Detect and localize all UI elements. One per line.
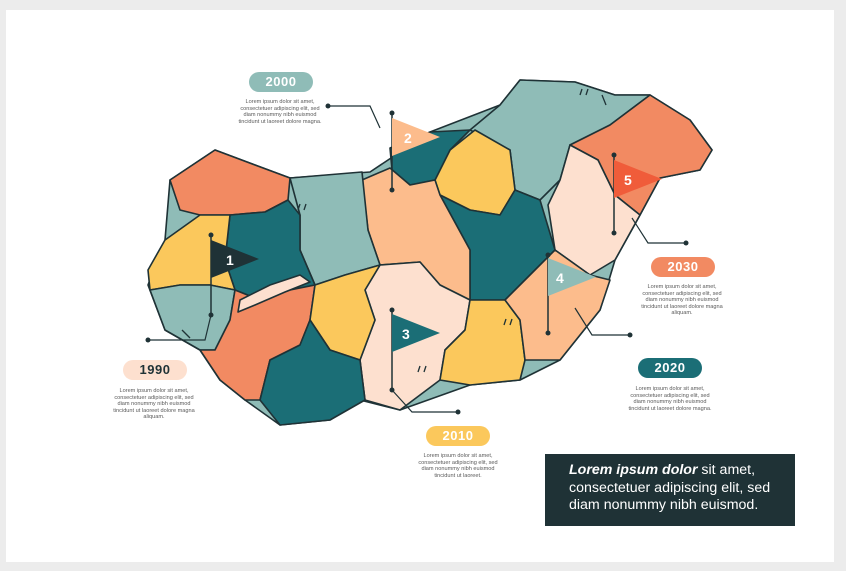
flag-number-2: 2 bbox=[404, 130, 412, 146]
region-south-dark bbox=[259, 319, 366, 426]
flag-marker-1: 1 bbox=[145, 232, 259, 343]
year-label-2000: 2000 bbox=[249, 72, 313, 92]
flag-marker-5: 5 bbox=[611, 152, 689, 246]
year-label-2010: 2010 bbox=[426, 426, 490, 446]
flag-number-5: 5 bbox=[624, 172, 632, 188]
flag-number-3: 3 bbox=[402, 326, 410, 342]
year-label-1990: 1990 bbox=[123, 360, 187, 380]
description-2010: Lorem ipsum dolor sit amet, consectetuer… bbox=[418, 453, 498, 479]
description-2020: Lorem ipsum dolor sit amet, consectetuer… bbox=[628, 386, 712, 412]
region-west-orange bbox=[169, 149, 291, 216]
map-illustration: 1 2 3 4 bbox=[145, 79, 713, 426]
callout-box: Lorem ipsum dolor sit amet, consectetuer… bbox=[545, 454, 795, 526]
year-label-2030: 2030 bbox=[651, 257, 715, 277]
flag-marker-3: 3 bbox=[389, 307, 461, 415]
callout-lead: Lorem ipsum dolor bbox=[569, 462, 698, 478]
terrain-marks bbox=[181, 88, 607, 373]
flag-number-4: 4 bbox=[556, 270, 564, 286]
description-2030: Lorem ipsum dolor sit amet, consectetuer… bbox=[641, 284, 723, 317]
infographic-card: 1 2 3 4 bbox=[6, 10, 834, 562]
callout-text: sit amet, consectetuer adipiscing elit, … bbox=[569, 462, 771, 513]
description-2000: Lorem ipsum dolor sit amet, consectetuer… bbox=[238, 99, 322, 125]
description-1990: Lorem ipsum dolor sit amet, consectetuer… bbox=[113, 388, 195, 421]
region-lake-strip bbox=[237, 274, 311, 313]
flag-number-1: 1 bbox=[226, 252, 234, 268]
flag-marker-4: 4 bbox=[545, 252, 633, 338]
region-east-pale bbox=[547, 144, 641, 276]
year-label-2020: 2020 bbox=[638, 358, 702, 378]
flag-marker-2: 2 bbox=[325, 103, 440, 193]
